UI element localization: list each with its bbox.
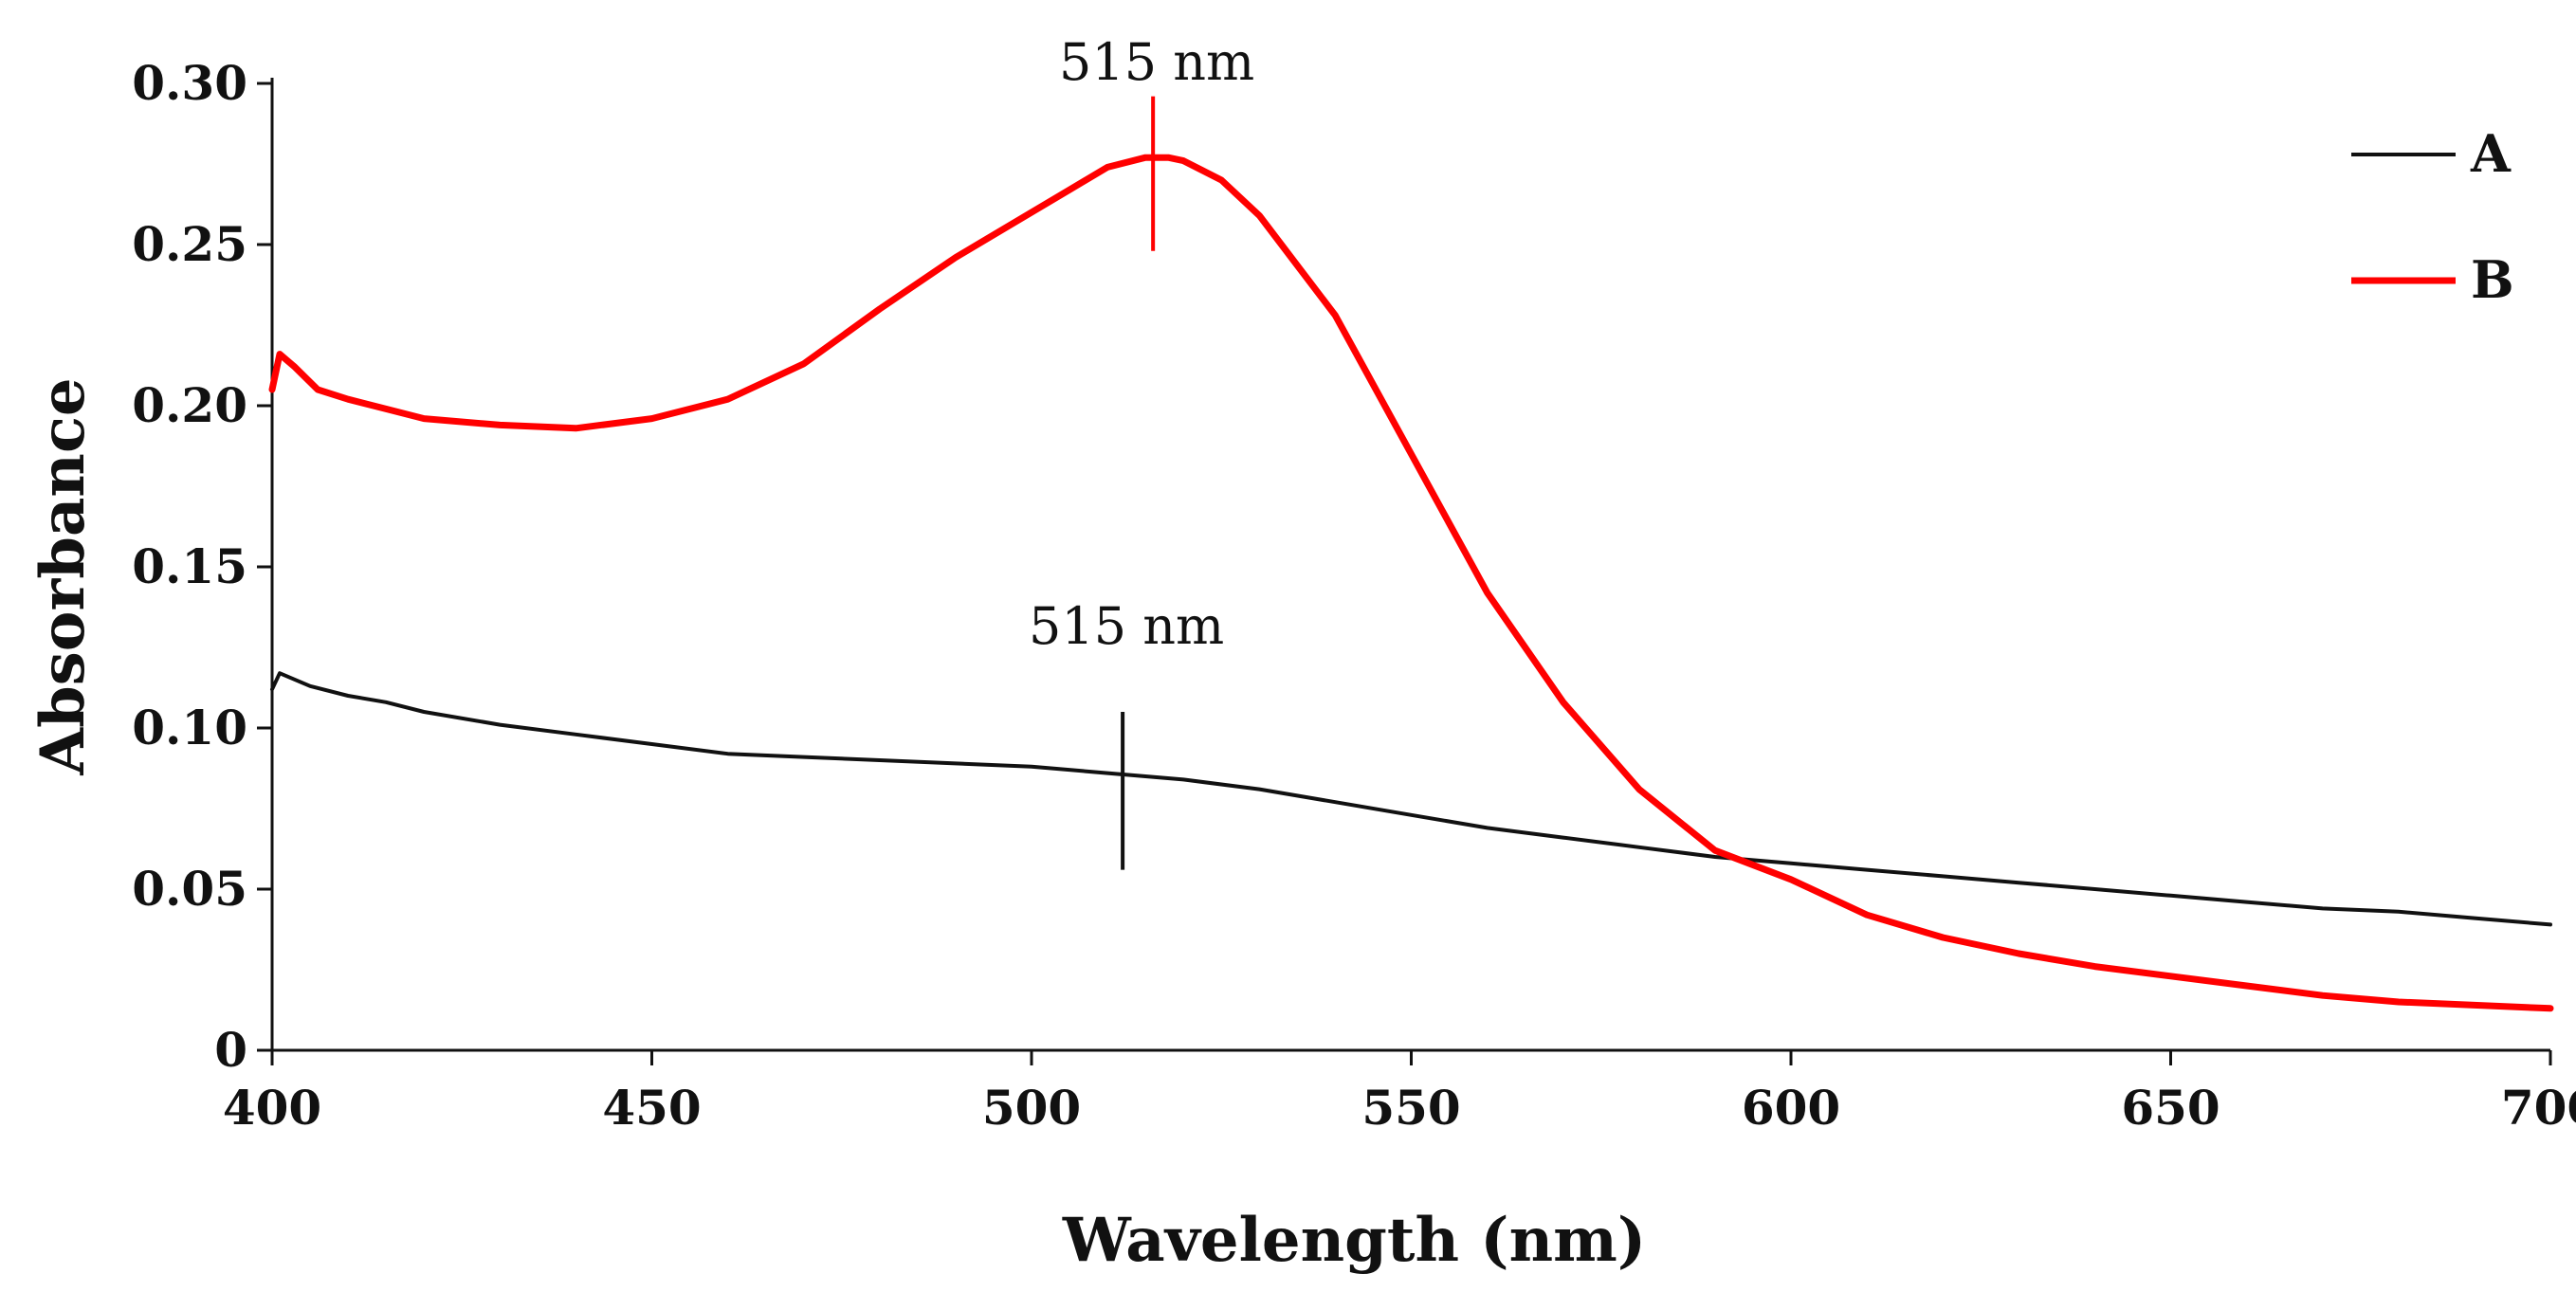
peak-label-a: 515 nm: [1029, 596, 1224, 656]
x-tick-label: 550: [1361, 1080, 1460, 1136]
y-tick-label: 0.15: [132, 538, 247, 594]
legend: AB: [2351, 123, 2514, 310]
legend-label-a: A: [2470, 123, 2512, 184]
y-tick-label: 0.20: [132, 377, 247, 433]
y-axis-title: Absorbance: [27, 377, 99, 775]
x-tick-label: 700: [2501, 1080, 2576, 1136]
x-tick-label: 450: [602, 1080, 701, 1136]
x-axis-title: Wavelength (nm): [1062, 1205, 1646, 1276]
y-tick-label: 0.25: [132, 216, 247, 272]
annotation-layer: 515 nm 515 nm: [1029, 32, 1254, 870]
x-ticks: 400 450 500 550 600 650 700: [223, 1050, 2576, 1136]
y-ticks: 0 0.05 0.10 0.15 0.20 0.25 0.30: [132, 55, 272, 1078]
legend-label-b: B: [2471, 249, 2514, 310]
x-tick-label: 600: [1742, 1080, 1840, 1136]
y-tick-label: 0.30: [132, 55, 247, 111]
x-tick-label: 500: [982, 1080, 1081, 1136]
series-line-b: [268, 154, 2554, 1012]
x-tick-label: 400: [223, 1080, 321, 1136]
axes: [270, 78, 2550, 1052]
series-line-a: [270, 671, 2552, 927]
y-tick-label: 0.05: [132, 861, 247, 917]
y-tick-label: 0: [214, 1022, 247, 1078]
series-layer: [268, 154, 2554, 1012]
y-tick-label: 0.10: [132, 700, 247, 755]
peak-label-b: 515 nm: [1059, 32, 1254, 92]
x-tick-label: 650: [2121, 1080, 2220, 1136]
